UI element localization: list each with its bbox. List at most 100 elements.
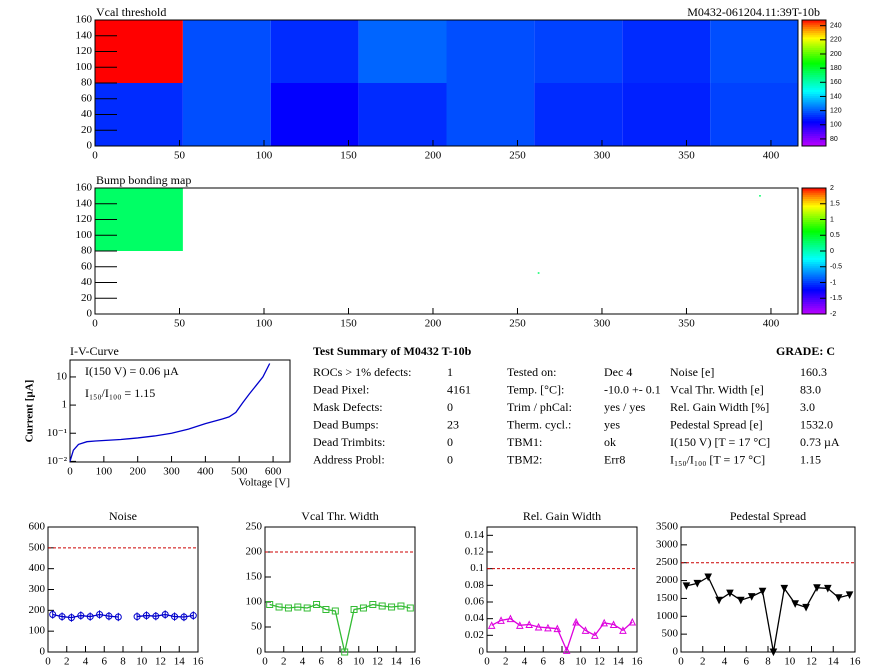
frame <box>47 526 199 653</box>
colorbar-swatch <box>802 41 826 44</box>
summary-value: 0 <box>447 400 453 414</box>
marker <box>791 600 799 608</box>
colorbar-swatch <box>802 282 826 286</box>
x-tick-label: 100 <box>256 318 273 330</box>
y-tick-label: 1 <box>62 399 68 411</box>
heatmap-cell <box>622 20 711 83</box>
marker <box>266 601 274 608</box>
marker <box>350 606 358 613</box>
x-tick-label: 250 <box>509 318 526 330</box>
colorbar-label: 0.5 <box>830 232 840 239</box>
summary-label: I(150 V) [T = 17 °C] <box>670 435 770 449</box>
colorbar-frame <box>801 19 827 147</box>
grade: GRADE: C <box>776 344 835 358</box>
y-tick-label: 2000 <box>656 574 679 586</box>
x-tick-label: 4 <box>300 656 306 668</box>
heatmap-cell <box>358 83 447 146</box>
heatmap-cell <box>534 83 623 146</box>
marker <box>497 616 505 624</box>
x-tick-label: 14 <box>828 656 840 668</box>
summary-label: Vcal Thr. Width [e] <box>670 382 764 396</box>
frame <box>69 359 291 463</box>
x-tick-label: 14 <box>613 656 625 668</box>
colorbar-label: 1 <box>830 216 834 223</box>
colorbar-label: 1.5 <box>830 201 840 208</box>
marker <box>161 611 169 618</box>
colorbar-swatch <box>802 28 826 31</box>
summary-value: 160.3 <box>800 365 827 379</box>
colorbar-swatch <box>802 190 826 193</box>
y-tick-label: 3000 <box>656 538 679 550</box>
summary-value: 4161 <box>447 382 471 396</box>
summary-value: ok <box>604 435 616 449</box>
summary-label: TBM2: <box>507 452 542 466</box>
marker <box>105 612 113 620</box>
colorbar-swatch <box>802 137 826 141</box>
y-tick-label: 400 <box>29 562 46 574</box>
summary-label: Pedestal Spread [e] <box>670 417 763 431</box>
colorbar-swatch <box>802 299 826 302</box>
marker <box>152 612 160 620</box>
summary-value: yes <box>604 417 620 431</box>
colorbar-swatch <box>802 30 826 34</box>
summary-label: Therm. cycl.: <box>507 417 571 431</box>
summary-label: Address Probl: <box>313 452 385 466</box>
colorbar-label: 160 <box>830 79 842 86</box>
x-tick-label: 8 <box>559 656 565 668</box>
colorbar-swatch <box>802 303 826 307</box>
x-tick-label: 16 <box>193 656 205 668</box>
frame <box>486 526 638 653</box>
y-tick-label: 300 <box>29 583 46 595</box>
y-tick-label: 120 <box>76 213 93 225</box>
marker <box>591 631 599 639</box>
colorbar-swatch <box>802 139 826 143</box>
colorbar-swatch <box>802 87 826 90</box>
colorbar-label: -2 <box>830 311 836 318</box>
colorbar-swatch <box>802 194 826 197</box>
y-tick-label: 0 <box>257 646 263 658</box>
colorbar-swatch <box>802 143 826 147</box>
marker <box>77 612 85 620</box>
y-tick-label: 150 <box>246 571 263 583</box>
colorbar-swatch <box>802 257 826 260</box>
heatmap-cell <box>270 83 359 146</box>
x-tick-label: 100 <box>256 150 273 162</box>
x-tick-label: 14 <box>391 656 403 668</box>
marker <box>802 603 810 612</box>
y-tick-label: 0 <box>87 308 93 320</box>
x-tick-label: 300 <box>594 318 611 330</box>
marker <box>813 584 821 592</box>
marker <box>609 620 618 628</box>
marker <box>96 611 104 618</box>
marker <box>406 604 414 612</box>
colorbar-swatch <box>802 255 826 258</box>
colorbar-swatch <box>802 101 826 105</box>
y-tick-label: 10⁻² <box>47 455 68 467</box>
colorbar-swatch <box>802 89 826 92</box>
x-tick-label: 16 <box>632 656 644 668</box>
colorbar-swatch <box>802 244 826 248</box>
marker <box>313 601 321 608</box>
marker <box>693 579 702 588</box>
y-tick-label: 2500 <box>656 556 679 568</box>
colorbar-swatch <box>802 305 826 309</box>
x-tick-label: 300 <box>594 150 611 162</box>
x-tick-label: 200 <box>425 318 442 330</box>
y-tick-label: 1000 <box>656 610 679 622</box>
y-tick-label: 1500 <box>656 592 679 604</box>
marker <box>331 607 339 615</box>
colorbar-swatch <box>802 272 826 275</box>
marker <box>562 646 571 654</box>
x-tick-label: 10 <box>784 656 796 668</box>
marker <box>516 621 524 629</box>
colorbar-swatch <box>802 198 826 202</box>
colorbar-swatch <box>802 188 826 191</box>
x-tick-label: 400 <box>763 150 780 162</box>
marker <box>114 613 122 621</box>
y-tick-label: 0.06 <box>465 596 485 608</box>
summary-value: 1532.0 <box>800 417 833 431</box>
summary-value: Dec 4 <box>604 365 632 379</box>
marker <box>133 613 141 621</box>
x-tick-label: 10 <box>136 656 148 668</box>
